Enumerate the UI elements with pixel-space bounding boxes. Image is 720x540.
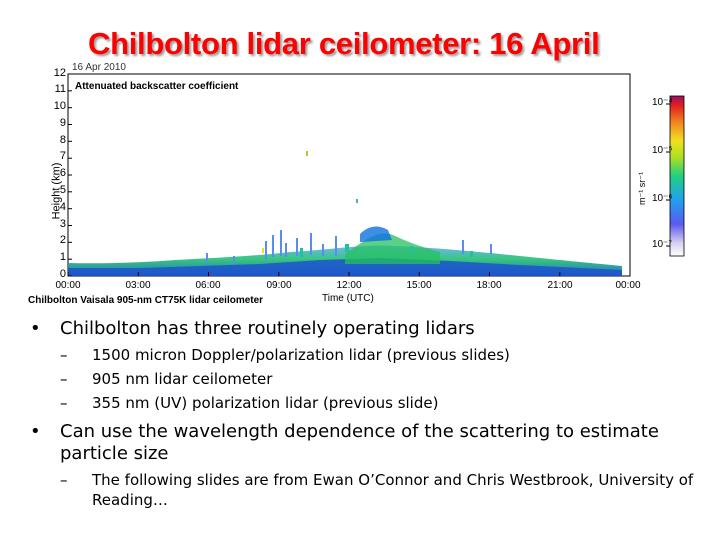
x-tick-marks [67, 272, 631, 276]
sub-bullet-text: 355 nm (UV) polarization lidar (previous… [92, 394, 439, 412]
bullet-marker: • [30, 318, 41, 339]
bullet-item: • Chilbolton has three routinely operati… [30, 318, 700, 340]
x-tick-label: 06:00 [195, 280, 221, 291]
colorbar-tick-label: 10⁻⁷ [652, 239, 673, 250]
y-tick-label: 3 [59, 218, 66, 230]
x-tick-label: 15:00 [406, 280, 432, 291]
x-axis-label: Time (UTC) [322, 293, 374, 304]
sub-bullet-item: – 905 nm lidar ceilometer [60, 369, 700, 389]
x-tick-label: 12:00 [336, 280, 362, 291]
y-tick-label: 11 [54, 83, 66, 95]
colorbar [669, 95, 685, 257]
x-tick-label: 03:00 [125, 280, 151, 291]
x-tick-label: 00:00 [55, 280, 81, 291]
y-tick-label: 7 [59, 150, 66, 162]
y-tick-label: 2 [59, 234, 66, 246]
y-tick-label: 8 [59, 134, 66, 146]
y-tick-label: 0 [59, 268, 66, 280]
x-tick-label: 09:00 [266, 280, 292, 291]
y-tick-label: 1 [59, 251, 66, 263]
y-tick-label: 4 [59, 201, 66, 213]
y-tick-label: 5 [59, 184, 66, 196]
colorbar-tick-label: 10⁻⁵ [652, 145, 673, 156]
y-tick-label: 10 [53, 100, 66, 112]
sub-bullet-list: – 1500 micron Doppler/polarization lidar… [30, 345, 700, 413]
x-tick-label: 18:00 [476, 280, 502, 291]
bullet-text: Chilbolton has three routinely operating… [60, 318, 475, 339]
sub-bullet-item: – 1500 micron Doppler/polarization lidar… [60, 345, 700, 365]
colorbar-unit: m⁻¹ sr⁻¹ [637, 172, 647, 205]
bullet-list: • Chilbolton has three routinely operati… [30, 318, 700, 518]
y-tick-marks [68, 73, 72, 277]
y-tick-label: 6 [59, 167, 66, 179]
bullet-text: Can use the wavelength dependence of the… [60, 421, 659, 464]
colorbar-tick-marks [666, 103, 670, 247]
x-tick-label: 00:00 [615, 280, 641, 291]
slide-title: Chilbolton lidar ceilometer: 16 April [88, 26, 600, 61]
x-tick-label: 21:00 [547, 280, 573, 291]
lidar-figure: 16 Apr 2010 Attenuated backscatter coeff… [0, 58, 720, 308]
bullet-item: • Can use the wavelength dependence of t… [30, 421, 700, 465]
colorbar-tick-label: 10⁻⁶ [652, 193, 673, 204]
sub-bullet-text: 905 nm lidar ceilometer [92, 370, 273, 388]
y-tick-label: 9 [59, 117, 66, 129]
backscatter-data [68, 151, 622, 276]
sub-bullet-marker: – [60, 370, 68, 388]
plot-area [67, 73, 631, 277]
panel-label: Attenuated backscatter coefficient [75, 81, 239, 92]
sub-bullet-marker: – [60, 471, 68, 489]
figure-caption: Chilbolton Vaisala 905-nm CT75K lidar ce… [28, 295, 264, 306]
sub-bullet-list: – The following slides are from Ewan O’C… [30, 470, 700, 510]
sub-bullet-item: – 355 nm (UV) polarization lidar (previo… [60, 393, 700, 413]
sub-bullet-marker: – [60, 346, 68, 364]
sub-bullet-text: The following slides are from Ewan O’Con… [92, 471, 694, 509]
bullet-marker: • [30, 421, 41, 442]
sub-bullet-item: – The following slides are from Ewan O’C… [60, 470, 700, 510]
sub-bullet-text: 1500 micron Doppler/polarization lidar (… [92, 346, 510, 364]
date-label: 16 Apr 2010 [72, 62, 126, 73]
sub-bullet-marker: – [60, 394, 68, 412]
lidar-plot [67, 73, 685, 277]
colorbar-tick-label: 10⁻⁴ [652, 97, 673, 108]
y-tick-label: 12 [53, 67, 66, 79]
